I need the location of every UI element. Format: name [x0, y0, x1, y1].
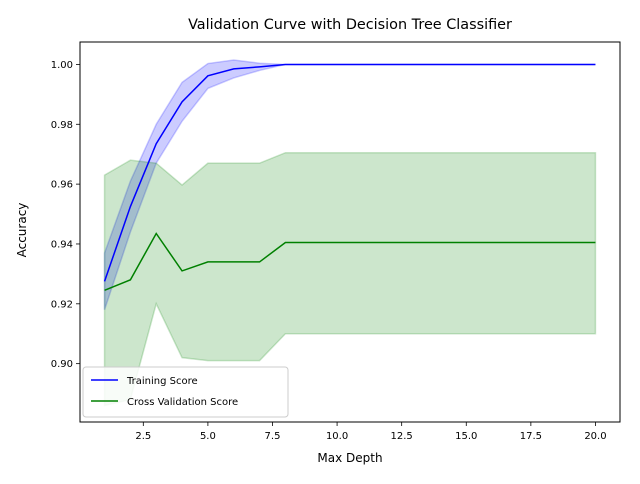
legend-box: [82, 366, 289, 418]
cross-validation-score-line: [104, 232, 596, 292]
series-lines: [103, 63, 596, 292]
y-tick-label: 0.98: [51, 120, 73, 131]
y-tick-label: 0.94: [51, 239, 73, 250]
legend: Training Score Cross Validation Score: [82, 366, 289, 418]
y-axis: 0.90 0.92 0.94 0.96 0.98 1.00: [51, 60, 80, 370]
legend-label: Training Score: [126, 376, 198, 387]
x-axis: 2.5 5.0 7.5 10.0 12.5 15.0 17.5 20.0: [135, 422, 607, 442]
plot-frame: [79, 41, 621, 423]
x-axis-label: Max Depth: [317, 451, 382, 465]
chart-title: Validation Curve with Decision Tree Clas…: [188, 17, 512, 33]
y-tick-label: 0.90: [51, 359, 73, 370]
x-tick-label: 2.5: [135, 431, 151, 442]
y-axis-label: Accuracy: [15, 203, 29, 258]
confidence-bands: [103, 59, 597, 407]
x-tick-label: 20.0: [584, 431, 606, 442]
legend-label: Cross Validation Score: [127, 397, 238, 408]
x-tick-label: 17.5: [520, 431, 542, 442]
cross-validation-score-band: [103, 151, 597, 407]
x-tick-label: 5.0: [200, 431, 216, 442]
x-tick-label: 15.0: [455, 431, 477, 442]
x-tick-label: 12.5: [391, 431, 413, 442]
x-tick-label: 10.0: [326, 431, 348, 442]
y-tick-label: 0.92: [51, 299, 73, 310]
x-tick-label: 7.5: [265, 431, 281, 442]
y-tick-label: 1.00: [51, 60, 73, 71]
y-tick-label: 0.96: [51, 180, 73, 191]
training-score-line: [103, 63, 596, 282]
